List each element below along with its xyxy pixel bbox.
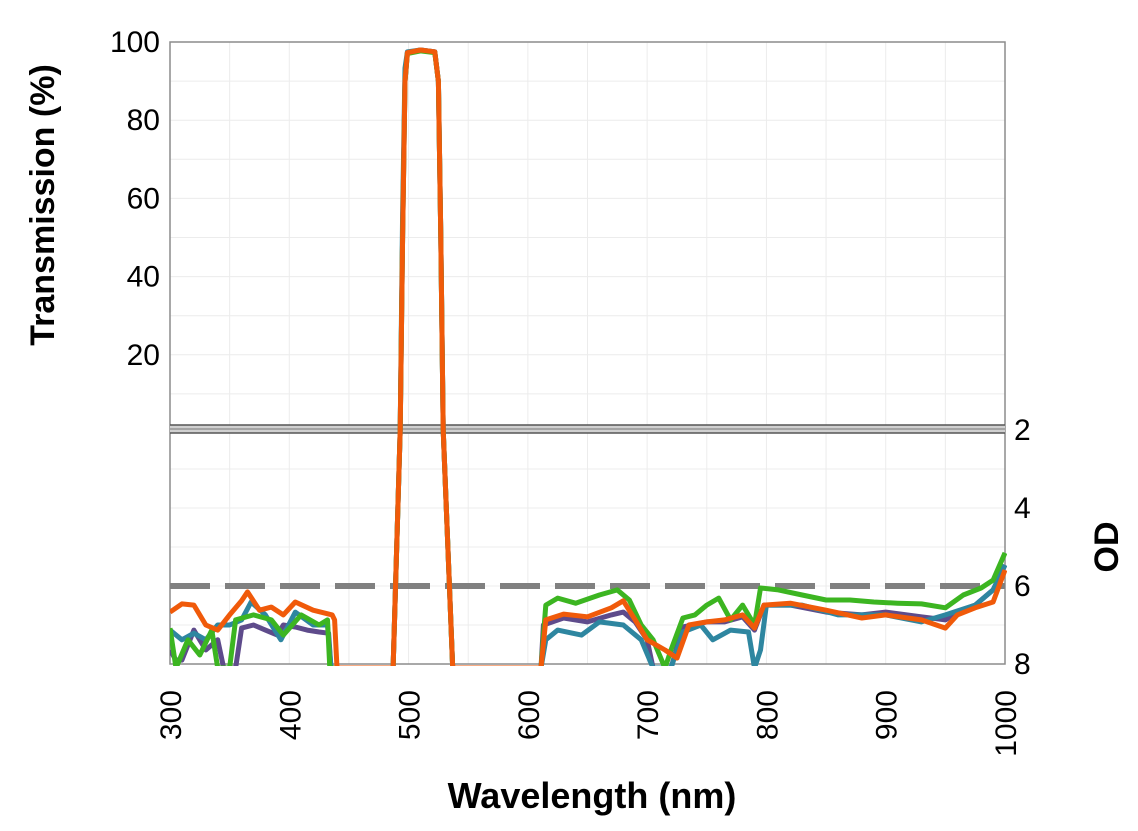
x-tick-label: 900 bbox=[871, 690, 904, 740]
x-axis-label: Wavelength (nm) bbox=[448, 775, 737, 816]
y-tick-label-transmission: 80 bbox=[127, 104, 160, 137]
x-tick-label: 400 bbox=[274, 690, 307, 740]
y-tick-label-transmission: 100 bbox=[110, 26, 160, 59]
y-tick-label-od: 2 bbox=[1014, 414, 1031, 447]
y-tick-label-transmission: 40 bbox=[127, 261, 160, 294]
series-line-3 bbox=[170, 48, 1007, 666]
x-tick-label: 500 bbox=[394, 690, 427, 740]
y-tick-label-transmission: 20 bbox=[127, 339, 160, 372]
x-tick-label: 300 bbox=[155, 690, 188, 740]
x-tick-label: 800 bbox=[751, 690, 784, 740]
plot-frame bbox=[169, 41, 1006, 665]
y-axis-label-od: OD bbox=[1088, 522, 1126, 573]
x-tick-label: 1000 bbox=[990, 690, 1023, 757]
y-tick-label-od: 6 bbox=[1014, 570, 1031, 603]
y-tick-label-od: 8 bbox=[1014, 648, 1031, 681]
y-tick-label-transmission: 60 bbox=[127, 182, 160, 215]
y-tick-label-od: 4 bbox=[1014, 492, 1031, 525]
axis-break bbox=[170, 424, 1005, 434]
grid bbox=[170, 42, 1005, 664]
x-tick-label: 600 bbox=[513, 690, 546, 740]
series-line-4 bbox=[170, 47, 1007, 666]
y-axis-label-transmission: Transmission (%) bbox=[24, 64, 62, 346]
x-tick-label: 700 bbox=[632, 690, 665, 740]
